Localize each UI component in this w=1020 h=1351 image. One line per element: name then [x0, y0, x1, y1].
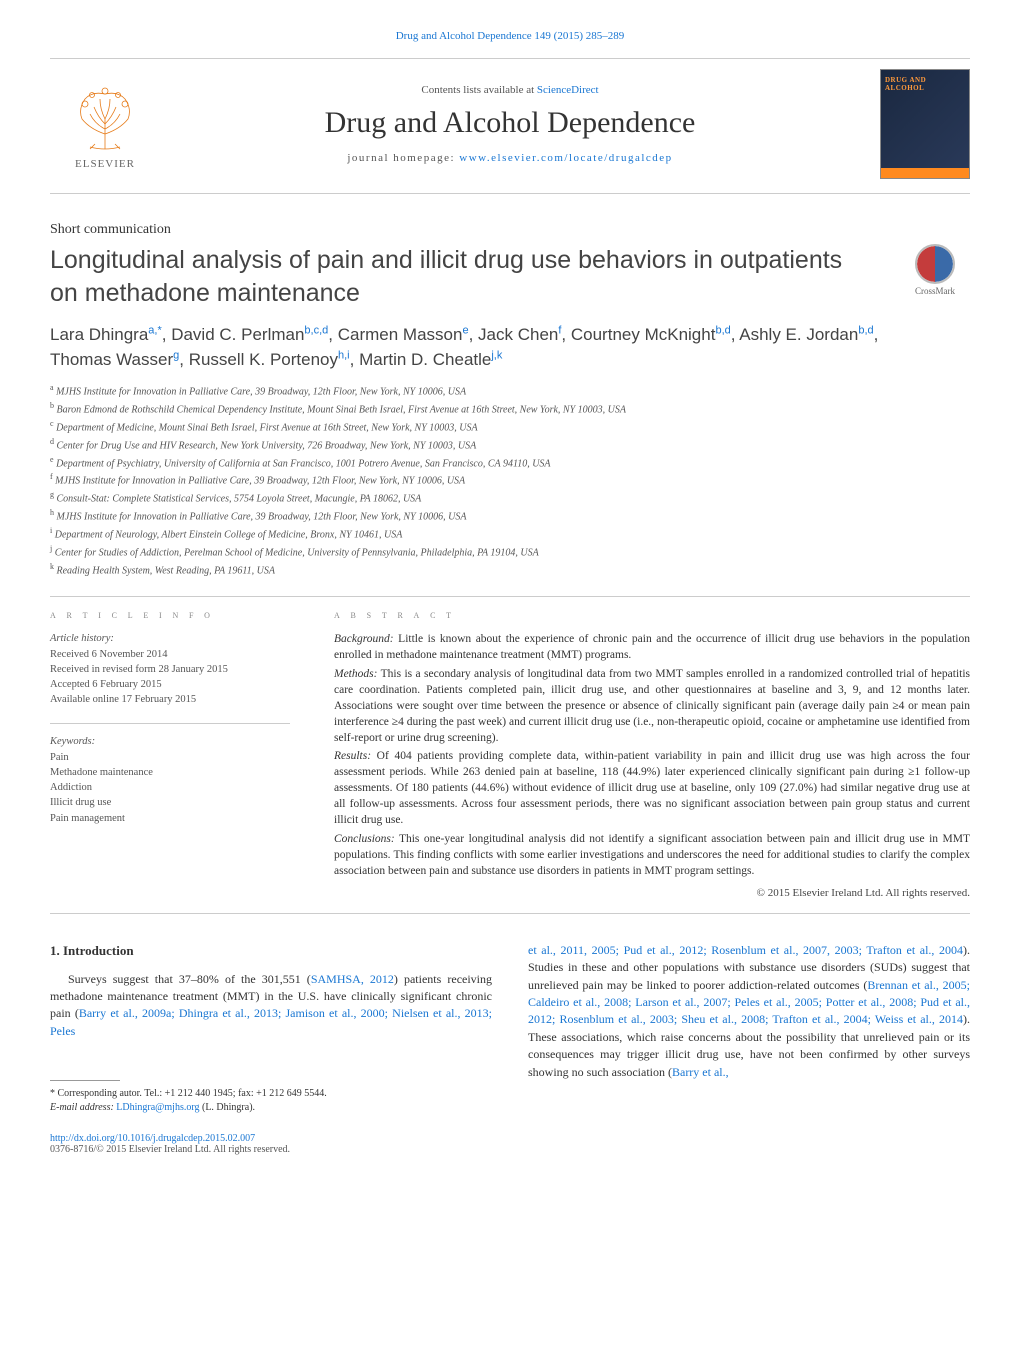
abstract-background: Little is known about the experience of … [334, 633, 970, 661]
affiliation: c Department of Medicine, Mount Sinai Be… [50, 418, 970, 436]
cover-title: DRUG AND ALCOHOL [881, 70, 969, 94]
footer-copyright: 0376-8716/© 2015 Elsevier Ireland Ltd. A… [50, 1144, 970, 1155]
article-type: Short communication [50, 222, 970, 238]
affiliation: f MJHS Institute for Innovation in Palli… [50, 471, 970, 489]
email-link[interactable]: LDhingra@mjhs.org [116, 1102, 199, 1113]
author-affil-sup: h,i [338, 349, 350, 361]
header-citation-link[interactable]: Drug and Alcohol Dependence 149 (2015) 2… [396, 30, 625, 42]
sciencedirect-link[interactable]: ScienceDirect [537, 84, 599, 96]
author-name: David C. Perlmanb,c,d [171, 325, 328, 344]
journal-homepage-link[interactable]: www.elsevier.com/locate/drugalcdep [459, 152, 672, 164]
info-divider [50, 723, 290, 724]
footnotes: * Corresponding autor. Tel.: +1 212 440 … [50, 1087, 492, 1115]
email-label: E-mail address: [50, 1102, 116, 1113]
footer-doi: http://dx.doi.org/10.1016/j.drugalcdep.2… [50, 1133, 970, 1144]
article-title: Longitudinal analysis of pain and illici… [50, 244, 850, 309]
author-affil-sup: g [173, 349, 179, 361]
author-affil-sup: b,d [715, 324, 730, 336]
crossmark-badge[interactable]: CrossMark [900, 244, 970, 296]
history-line: Accepted 6 February 2015 [50, 677, 290, 692]
affiliation: b Baron Edmond de Rothschild Chemical De… [50, 400, 970, 418]
history-label: Article history: [50, 631, 290, 646]
article-info-column: a r t i c l e i n f o Article history: R… [50, 609, 290, 898]
footnote-separator [50, 1080, 120, 1081]
author-affil-sup: f [558, 324, 561, 336]
history-line: Received in revised form 28 January 2015 [50, 662, 290, 677]
author-affil-sup: j,k [491, 349, 502, 361]
keywords-label: Keywords: [50, 734, 290, 749]
elsevier-label: ELSEVIER [75, 158, 135, 170]
author-name: Thomas Wasserg [50, 350, 179, 369]
doi-link[interactable]: http://dx.doi.org/10.1016/j.drugalcdep.2… [50, 1133, 255, 1144]
homepage-line: journal homepage: www.elsevier.com/locat… [160, 152, 860, 164]
abstract-conclusions: This one-year longitudinal analysis did … [334, 833, 970, 877]
article-info-heading: a r t i c l e i n f o [50, 609, 290, 621]
contents-line: Contents lists available at ScienceDirec… [160, 84, 860, 96]
affiliation: k Reading Health System, West Reading, P… [50, 561, 970, 579]
affiliation: j Center for Studies of Addiction, Perel… [50, 543, 970, 561]
author-name: Ashly E. Jordanb,d [739, 325, 873, 344]
author-name: Jack Chenf [478, 325, 561, 344]
author-name: Russell K. Portenoyh,i [189, 350, 350, 369]
abstract-copyright: © 2015 Elsevier Ireland Ltd. All rights … [334, 887, 970, 899]
crossmark-label: CrossMark [915, 286, 955, 296]
body-text: Surveys suggest that 37–80% of the 301,5… [68, 972, 311, 986]
abstract-results-label: Results: [334, 750, 371, 762]
affiliation: i Department of Neurology, Albert Einste… [50, 525, 970, 543]
author-affil-sup: e [462, 324, 468, 336]
history-line: Received 6 November 2014 [50, 647, 290, 662]
affiliation: a MJHS Institute for Innovation in Palli… [50, 382, 970, 400]
corresponding-author: * Corresponding autor. Tel.: +1 212 440 … [50, 1087, 492, 1101]
author-affil-sup: a,* [148, 324, 161, 336]
elsevier-tree-icon [70, 79, 140, 154]
body-column-right: et al., 2011, 2005; Pud et al., 2012; Ro… [528, 942, 970, 1115]
citation-link[interactable]: SAMHSA, 2012 [311, 972, 394, 986]
keyword: Pain [50, 750, 290, 765]
abstract-column: a b s t r a c t Background: Little is kn… [334, 609, 970, 898]
authors-list: Lara Dhingraa,*, David C. Perlmanb,c,d, … [50, 323, 970, 372]
body-text: 1. Introduction Surveys suggest that 37–… [50, 942, 970, 1115]
keyword: Illicit drug use [50, 795, 290, 810]
citation-link[interactable]: Barry et al., [672, 1065, 729, 1079]
author-name: Lara Dhingraa,* [50, 325, 162, 344]
journal-cover-thumbnail: DRUG AND ALCOHOL [880, 69, 970, 179]
affiliation: g Consult-Stat: Complete Statistical Ser… [50, 489, 970, 507]
abstract-methods: This is a secondary analysis of longitud… [334, 668, 970, 744]
body-column-left: 1. Introduction Surveys suggest that 37–… [50, 942, 492, 1115]
author-affil-sup: b,d [858, 324, 873, 336]
section-heading-introduction: 1. Introduction [50, 942, 492, 961]
abstract-results: Of 404 patients providing complete data,… [334, 750, 970, 826]
abstract-background-label: Background: [334, 633, 394, 645]
history-line: Available online 17 February 2015 [50, 692, 290, 707]
affiliations-list: a MJHS Institute for Innovation in Palli… [50, 382, 970, 578]
contents-prefix: Contents lists available at [421, 84, 536, 96]
crossmark-icon [915, 244, 955, 284]
abstract-heading: a b s t r a c t [334, 609, 970, 621]
author-name: Carmen Massone [338, 325, 469, 344]
citation-link[interactable]: et al., 2011, 2005; Pud et al., 2012; Ro… [528, 943, 963, 957]
divider [50, 596, 970, 597]
author-name: Courtney McKnightb,d [571, 325, 731, 344]
divider [50, 913, 970, 914]
author-affil-sup: b,c,d [304, 324, 328, 336]
keyword: Methadone maintenance [50, 765, 290, 780]
affiliation: h MJHS Institute for Innovation in Palli… [50, 507, 970, 525]
masthead: ELSEVIER Contents lists available at Sci… [50, 58, 970, 194]
abstract-conclusions-label: Conclusions: [334, 833, 395, 845]
author-name: Martin D. Cheatlej,k [359, 350, 502, 369]
homepage-prefix: journal homepage: [347, 152, 459, 164]
keyword: Pain management [50, 811, 290, 826]
citation-link[interactable]: Barry et al., 2009a; Dhingra et al., 201… [50, 1006, 492, 1037]
journal-name: Drug and Alcohol Dependence [160, 106, 860, 140]
publisher-logo: ELSEVIER [50, 79, 160, 170]
abstract-methods-label: Methods: [334, 668, 377, 680]
email-suffix: (L. Dhingra). [199, 1102, 255, 1113]
keyword: Addiction [50, 780, 290, 795]
header-citation: Drug and Alcohol Dependence 149 (2015) 2… [50, 30, 970, 42]
affiliation: d Center for Drug Use and HIV Research, … [50, 436, 970, 454]
affiliation: e Department of Psychiatry, University o… [50, 454, 970, 472]
